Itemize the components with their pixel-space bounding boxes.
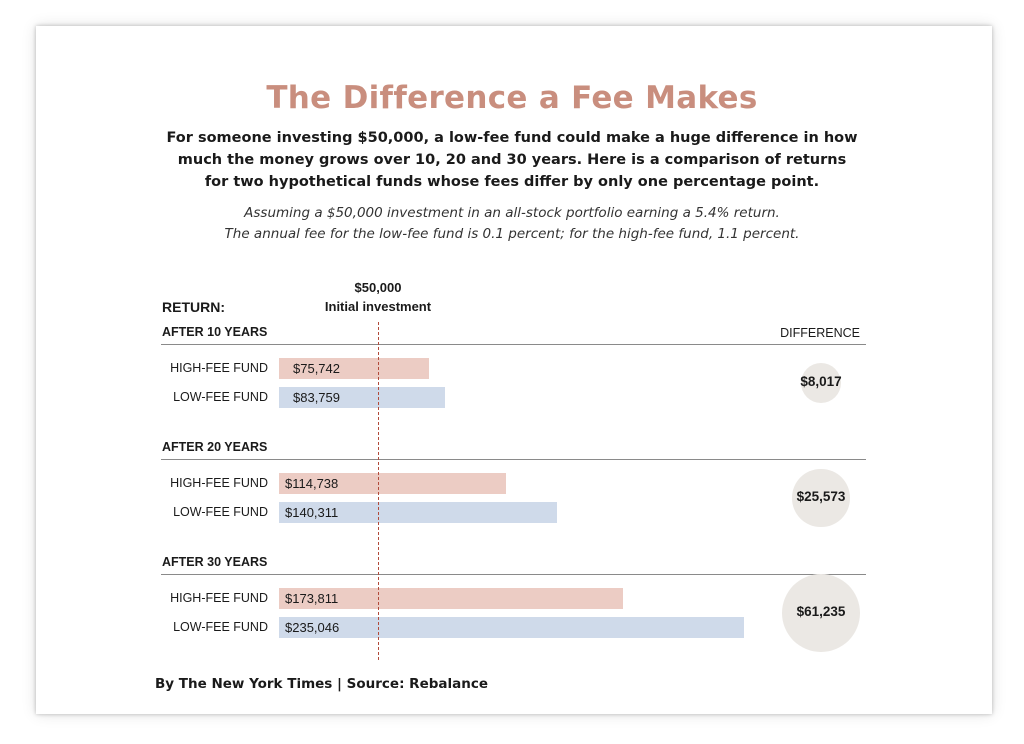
difference-circle [782,574,860,652]
high-fee-label: HIGH-FEE FUND [170,361,268,375]
low-fee-label: LOW-FEE FUND [173,505,268,519]
high-fee-value: $173,811 [285,591,339,606]
subtitle-line-2: much the money grows over 10, 20 and 30 … [177,152,847,168]
low-fee-label: LOW-FEE FUND [173,390,268,404]
difference-circle [792,469,850,527]
low-fee-value: $235,046 [285,620,340,635]
high-fee-label: HIGH-FEE FUND [170,591,268,605]
difference-value: $25,573 [796,489,846,504]
source-credit: By The New York Times | Source: Rebalanc… [155,676,489,692]
group-divider [161,459,866,460]
initial-amount: $50,000 [354,280,402,295]
low-fee-label: LOW-FEE FUND [173,620,268,634]
high-fee-label: HIGH-FEE FUND [170,476,268,490]
return-label: RETURN: [162,299,225,315]
difference-header: DIFFERENCE [780,326,860,340]
low-fee-bar [279,387,445,408]
group-divider [161,574,866,575]
high-fee-bar [279,473,507,494]
note-line-2: The annual fee for the low-fee fund is 0… [224,226,800,242]
chart-title: The Difference a Fee Makes [266,80,758,116]
group-label: AFTER 10 YEARS [162,325,268,339]
initial-investment-line [378,322,379,660]
difference-value: $61,235 [796,604,846,619]
high-fee-bar [279,358,429,379]
difference-value: $8,017 [800,374,842,389]
high-fee-value: $75,742 [293,361,340,376]
note-line-1: Assuming a $50,000 investment in an all-… [244,205,780,221]
difference-circle [800,362,842,404]
low-fee-bar [279,617,745,638]
subtitle-line-1: For someone investing $50,000, a low-fee… [166,130,858,146]
group-divider [161,344,866,345]
group-label: AFTER 20 YEARS [162,440,268,454]
low-fee-value: $140,311 [285,505,339,520]
group-label: AFTER 30 YEARS [162,555,268,569]
subtitle-line-3: for two hypothetical funds whose fees di… [204,174,820,190]
high-fee-value: $114,738 [285,476,339,491]
high-fee-bar [279,588,624,609]
low-fee-value: $83,759 [293,390,340,405]
low-fee-bar [279,502,557,523]
initial-label: Initial investment [324,299,432,314]
